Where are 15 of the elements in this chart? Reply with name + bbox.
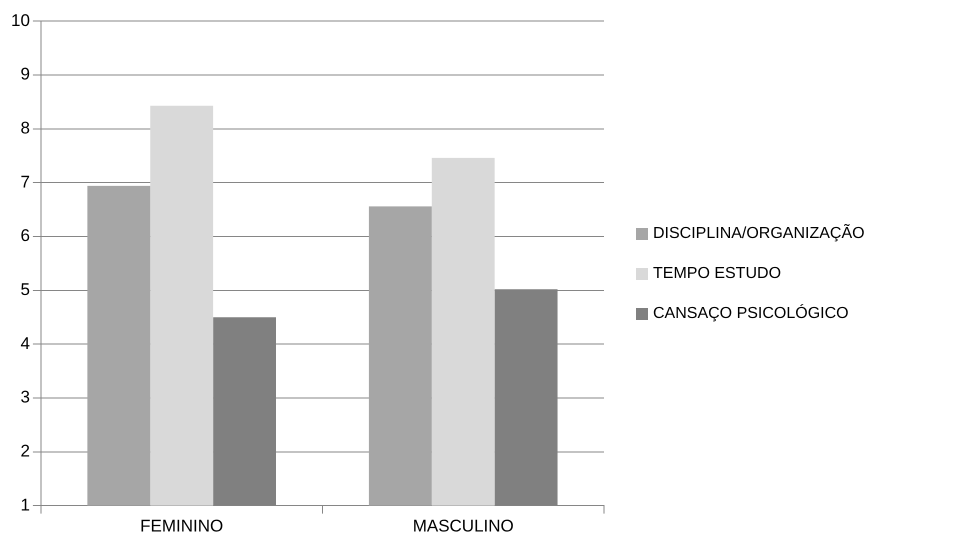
legend-label: CANSAÇO PSICOLÓGICO [653,305,849,323]
y-tick-label: 10 [10,10,30,30]
x-tick-label: FEMININO [140,516,224,536]
x-tick-label: MASCULINO [412,516,514,536]
y-tick-label: 3 [20,388,30,407]
y-tick-label: 2 [20,441,30,460]
y-tick-label: 9 [20,64,30,84]
legend-label: DISCIPLINA/ORGANIZAÇÃO [653,225,865,243]
y-tick-label: 1 [20,495,30,514]
y-tick-label: 4 [20,334,30,353]
y-tick-label: 7 [20,172,30,192]
y-tick-label: 5 [20,280,30,299]
legend-label: TEMPO ESTUDO [653,265,782,283]
y-tick-label: 8 [20,118,30,138]
y-tick-label: 6 [20,226,30,246]
